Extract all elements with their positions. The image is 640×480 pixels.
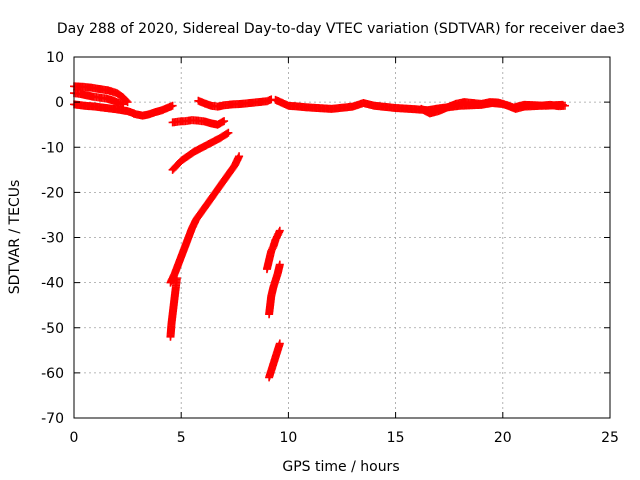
y-tick-label: -50	[41, 321, 64, 337]
x-axis-label: GPS time / hours	[282, 459, 399, 475]
series-arc-5	[168, 116, 229, 129]
y-tick-label: -70	[41, 411, 64, 427]
series-arc-2	[70, 89, 128, 109]
series-arc-4	[130, 101, 177, 120]
y-tick-labels: -70 -60 -50 -40 -30 -20 -10 0 10	[41, 50, 64, 427]
data-point	[275, 339, 284, 348]
y-tick-label: -30	[41, 231, 64, 247]
x-tick-label: 15	[387, 430, 405, 446]
series-arc-6	[168, 128, 233, 174]
data-point	[122, 96, 131, 105]
data-point	[235, 152, 244, 161]
data-point	[172, 274, 181, 283]
y-tick-label: -60	[41, 366, 64, 382]
series-arc-14	[417, 98, 569, 118]
x-tick-label: 25	[601, 430, 619, 446]
y-tick-label: 0	[55, 95, 64, 111]
data-point	[275, 226, 284, 235]
x-tick-label: 0	[70, 430, 79, 446]
series-arc-9	[166, 274, 181, 341]
x-tick-labels: 0 5 10 15 20 25	[70, 430, 619, 446]
y-axis-label: SDTVAR / TECUs	[7, 180, 23, 295]
x-tick-label: 5	[177, 430, 186, 446]
data-point	[220, 117, 229, 126]
x-tick-label: 10	[279, 430, 297, 446]
series-arc-1	[70, 82, 132, 107]
data-point	[123, 98, 132, 107]
data-points	[70, 82, 569, 382]
y-tick-label: -10	[41, 140, 64, 156]
data-point	[224, 128, 233, 137]
plot-frame	[73, 56, 611, 419]
series-arc-10	[262, 226, 284, 274]
series-arc-11	[265, 260, 284, 319]
series-arc-12	[265, 339, 284, 382]
data-point	[560, 101, 569, 110]
x-tick-label: 20	[494, 430, 512, 446]
series-arc-8	[166, 152, 244, 287]
y-tick-label: -20	[41, 185, 64, 201]
chart-title: Day 288 of 2020, Sidereal Day-to-day VTE…	[57, 21, 625, 37]
y-tick-label: 10	[46, 50, 64, 66]
series-arc-7	[194, 95, 276, 111]
y-tick-label: -40	[41, 276, 64, 292]
data-point	[275, 260, 284, 269]
data-point	[168, 101, 177, 110]
